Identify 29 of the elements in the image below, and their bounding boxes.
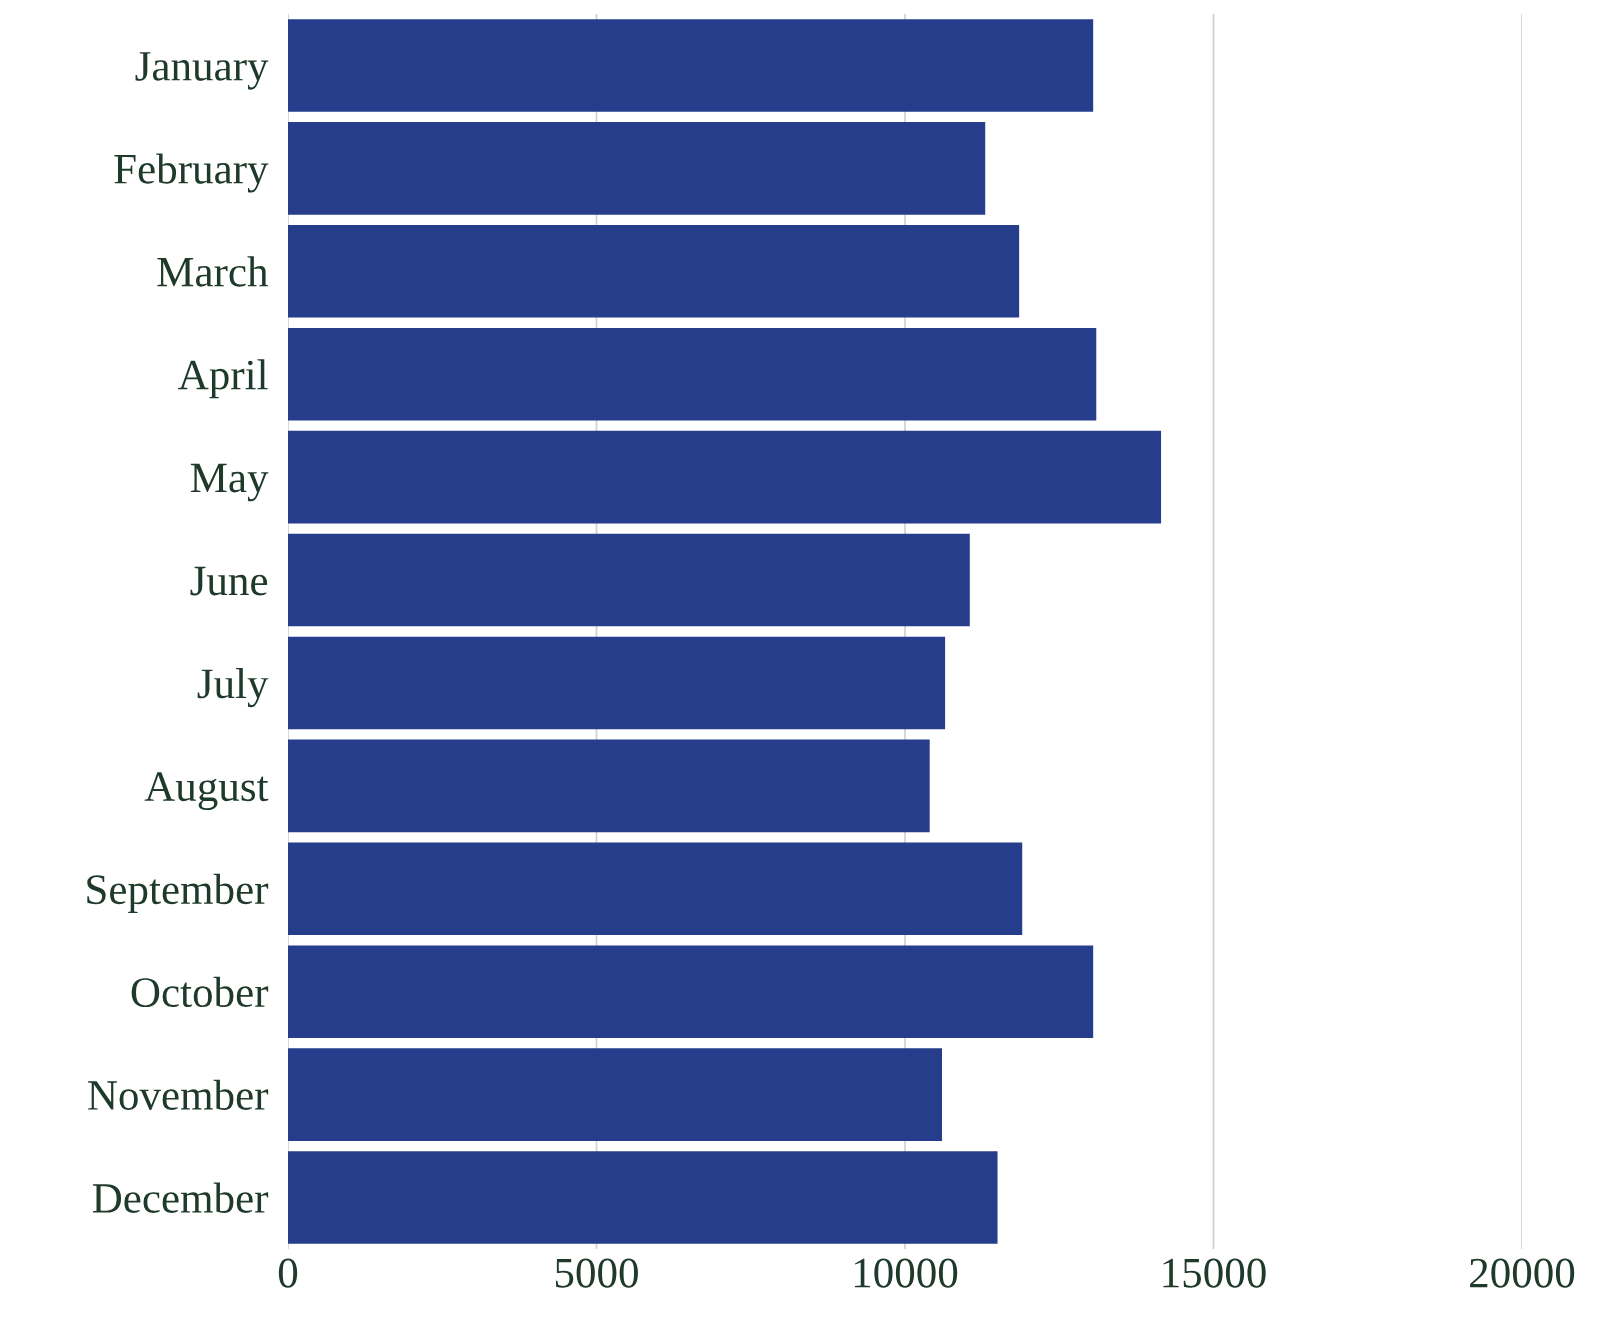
x-tick-label: 0 bbox=[278, 1258, 298, 1288]
bar bbox=[288, 1048, 943, 1141]
y-tick-label: February bbox=[114, 153, 269, 193]
bar bbox=[288, 636, 946, 730]
y-tick-label: October bbox=[131, 976, 269, 1008]
x-tick-label: 20000 bbox=[1470, 1258, 1575, 1288]
bar bbox=[288, 19, 1094, 112]
bar bbox=[288, 945, 1094, 1039]
y-tick-label: May bbox=[190, 463, 269, 502]
y-tick-label: March bbox=[157, 256, 268, 287]
x-tick-label: 15000 bbox=[1163, 1258, 1266, 1288]
bar bbox=[288, 1151, 998, 1244]
bar bbox=[288, 533, 970, 627]
y-tick-label: November bbox=[88, 1079, 269, 1110]
y-tick-label: April bbox=[178, 359, 268, 399]
bar bbox=[288, 739, 930, 833]
bar bbox=[288, 327, 1097, 421]
y-tick-label: June bbox=[190, 566, 268, 596]
bar bbox=[288, 430, 1162, 524]
bar bbox=[288, 122, 986, 215]
x-tick-label: 10000 bbox=[854, 1258, 958, 1288]
x-tick-label: 5000 bbox=[555, 1258, 638, 1288]
y-tick-label: January bbox=[135, 52, 269, 90]
y-tick-label: August bbox=[144, 772, 269, 811]
y-tick-label: December bbox=[92, 1182, 269, 1213]
bar bbox=[288, 842, 1023, 936]
y-tick-label: July bbox=[197, 668, 269, 708]
bar bbox=[288, 224, 1020, 318]
y-tick-label: September bbox=[87, 873, 269, 913]
